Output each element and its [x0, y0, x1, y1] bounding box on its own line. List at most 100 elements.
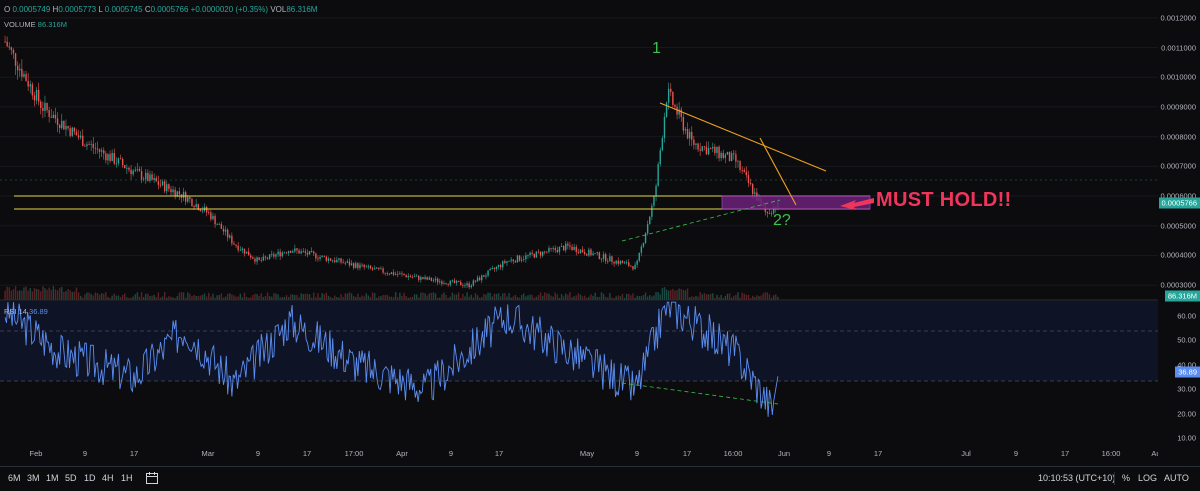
- time-tick-label: 9: [1013, 449, 1019, 458]
- timeframe-button-3m[interactable]: 3M: [27, 473, 40, 483]
- candle-body: [117, 158, 120, 164]
- candle-body: [82, 135, 84, 146]
- candle-body: [424, 277, 426, 280]
- volume-bar: [361, 295, 363, 300]
- time-tick-label: 17: [682, 449, 692, 458]
- candle-body: [586, 253, 588, 256]
- candle-body: [371, 268, 374, 270]
- volume-bar: [621, 293, 624, 300]
- volume-bar: [37, 289, 40, 300]
- volume-bar: [588, 296, 590, 300]
- candle-body: [709, 148, 712, 149]
- volume-bar: [531, 294, 533, 300]
- candle-body: [315, 253, 317, 259]
- timeframe-button-1h[interactable]: 1H: [121, 473, 133, 483]
- volume-bar: [388, 296, 391, 300]
- volume-bar: [554, 292, 556, 300]
- candle-body: [735, 154, 737, 162]
- volume-bar: [54, 289, 57, 300]
- volume-bar: [82, 297, 84, 300]
- candle-body: [233, 243, 235, 245]
- candle-body: [476, 277, 479, 282]
- volume-bar: [283, 297, 286, 300]
- clock[interactable]: 10:10:53 (UTC+10): [1038, 473, 1116, 483]
- time-tick-label: 17: [494, 449, 504, 458]
- volume-bar: [285, 295, 288, 300]
- timeframe-button-1d[interactable]: 1D: [84, 473, 96, 483]
- volume-bar: [229, 293, 231, 300]
- candle-body: [514, 261, 517, 263]
- auto-scale-button[interactable]: AUTO: [1164, 473, 1189, 483]
- timeframe-button-4h[interactable]: 4H: [102, 473, 114, 483]
- volume-bar: [598, 296, 601, 300]
- time-tick-label: Mar: [201, 449, 215, 458]
- volume-bar: [655, 292, 657, 300]
- candle-body: [688, 131, 691, 139]
- volume-bar: [489, 292, 491, 300]
- rsi-legend[interactable]: RSI 14 36.89: [4, 307, 48, 316]
- candle-body: [724, 154, 727, 158]
- price-tick-label: 0.0003000: [1160, 280, 1196, 290]
- volume-bar: [208, 292, 210, 300]
- candle-body: [46, 102, 48, 111]
- volume-bar: [149, 295, 151, 300]
- volume-bar: [203, 293, 206, 300]
- candle-body: [384, 272, 386, 274]
- candle-body: [355, 263, 357, 268]
- candle-body: [367, 265, 370, 267]
- candle-body: [667, 88, 670, 103]
- timeframe-button-5d[interactable]: 5D: [65, 473, 77, 483]
- candle-body: [529, 252, 531, 256]
- candle-body: [525, 255, 527, 260]
- calendar-range-icon[interactable]: [145, 471, 159, 485]
- volume-bar: [19, 290, 21, 300]
- volume-bar: [243, 292, 246, 300]
- price-chart-svg[interactable]: [0, 0, 1158, 463]
- candle-body: [546, 251, 548, 253]
- volume-bar: [145, 293, 147, 300]
- volume-bar: [88, 292, 90, 300]
- candle-body: [567, 243, 569, 246]
- volume-bar: [65, 291, 67, 300]
- volume-bar: [191, 296, 193, 300]
- candle-body: [199, 209, 202, 212]
- candle-body: [405, 275, 407, 278]
- volume-bar: [268, 296, 271, 300]
- candle-body: [325, 256, 328, 261]
- candle-body: [342, 262, 344, 264]
- time-tick-label: 9: [448, 449, 454, 458]
- candle-body: [310, 251, 313, 252]
- volume-bar: [447, 297, 449, 300]
- timeframe-button-1m[interactable]: 1M: [46, 473, 59, 483]
- candle-body: [31, 84, 34, 96]
- candle-body: [575, 246, 577, 253]
- volume-bar: [92, 295, 94, 300]
- timeframe-button-6m[interactable]: 6M: [8, 473, 21, 483]
- candle-body: [632, 266, 634, 270]
- volume-bar: [583, 295, 586, 300]
- price-axis[interactable]: 0.0012000 0.0011000 0.0010000 0.0009000 0.00…: [1158, 0, 1200, 463]
- candle-body: [399, 273, 401, 275]
- candle-body: [357, 263, 359, 269]
- chart-area[interactable]: O 0.0005749 H0.0005773 L 0.0005745 C0.00…: [0, 0, 1161, 463]
- candle-body: [493, 267, 496, 269]
- candle-body: [634, 264, 636, 270]
- candle-body: [321, 255, 323, 257]
- legend-change: +0.0000020 (+0.35%): [190, 5, 269, 14]
- time-tick-label: 9: [82, 449, 88, 458]
- candle-body: [189, 197, 191, 199]
- log-scale-button[interactable]: LOG: [1138, 473, 1158, 483]
- time-axis[interactable]: Feb 9 17 Mar 9 17 17:00 Apr 9 17 May 9 17 16:00 Jun 9 17…: [0, 449, 1161, 463]
- candle-body: [37, 89, 40, 102]
- candle-body: [630, 265, 632, 267]
- candle-body: [481, 275, 483, 281]
- volume-bar: [357, 293, 359, 300]
- volume-bar: [105, 292, 107, 300]
- percent-scale-button[interactable]: %: [1122, 473, 1131, 483]
- volume-bar: [688, 297, 691, 300]
- volume-bar: [231, 294, 233, 300]
- volume-bar: [44, 288, 46, 300]
- candle-body: [111, 153, 113, 161]
- candle-body: [71, 127, 73, 136]
- volume-legend[interactable]: VOLUME 86.316M: [4, 20, 67, 29]
